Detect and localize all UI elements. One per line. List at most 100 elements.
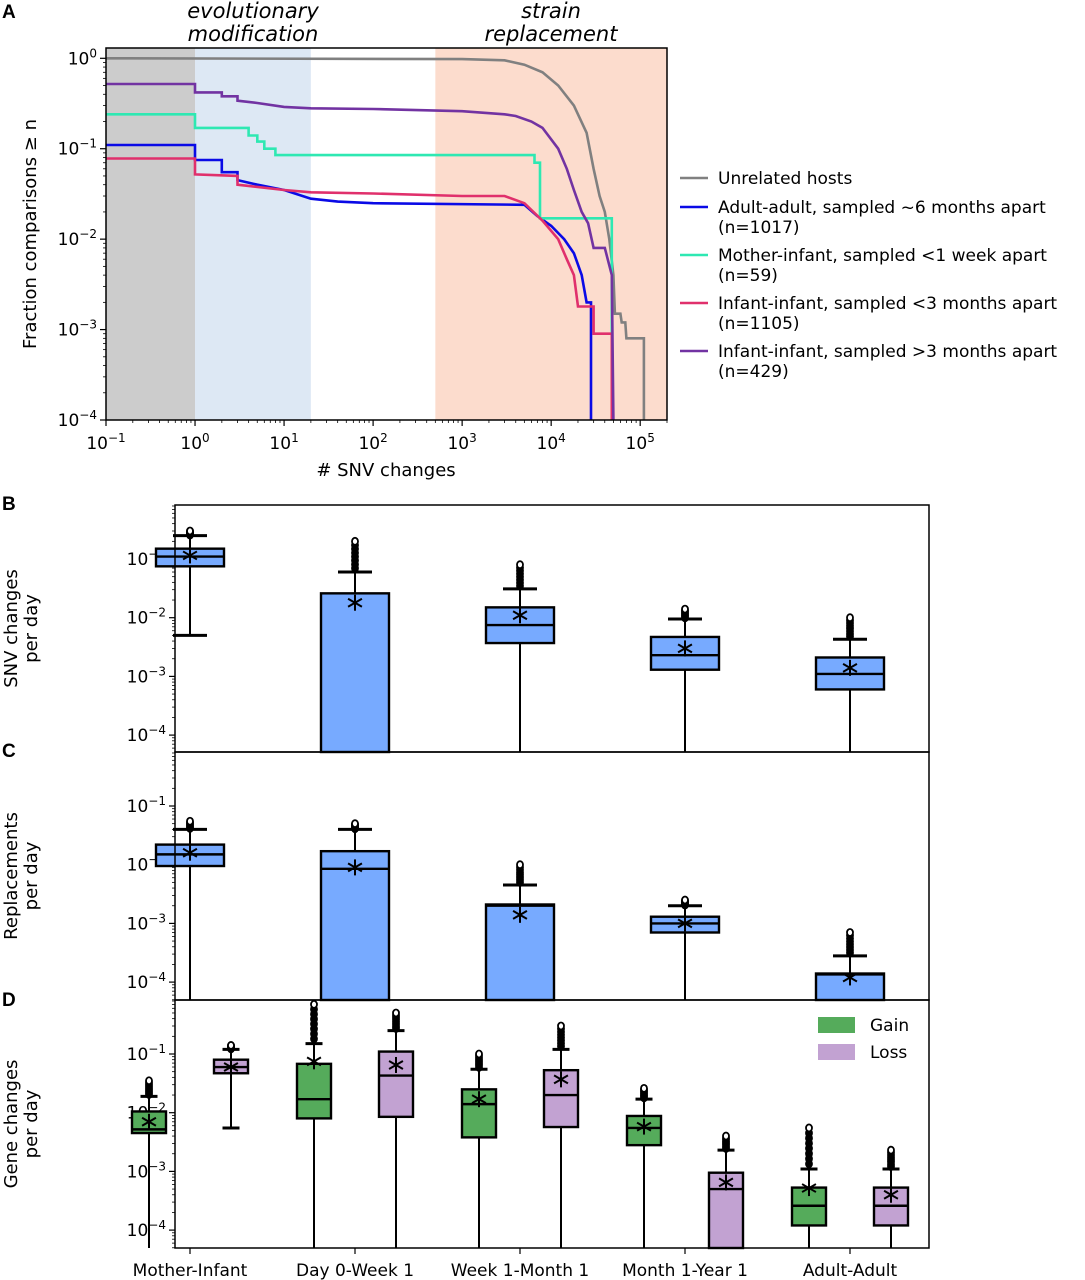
- y-tick-label: 10−3: [127, 664, 166, 687]
- mean-marker: [306, 1056, 322, 1067]
- y-tick-label: 10−1: [127, 1042, 166, 1065]
- panel-a-legend: Unrelated hosts Adult-adult, sampled ~6 m…: [680, 169, 1057, 382]
- mean-marker: [347, 597, 363, 608]
- mean-marker: [223, 1062, 239, 1072]
- panel-label-a: A: [2, 2, 16, 23]
- box-b-snv-4: [814, 613, 886, 752]
- box-d-loss-0: [212, 1041, 250, 1130]
- flier: [351, 819, 359, 829]
- y-tick-label: 10−4: [127, 1218, 166, 1241]
- mean-marker: [842, 972, 858, 983]
- series-line-2: [106, 113, 614, 420]
- legend-label-3: Infant-infant, sampled <3 months apart: [718, 294, 1057, 314]
- y-tick-label: 10−4: [127, 723, 166, 746]
- legend-swatch-gain: [818, 1017, 855, 1033]
- box-iqr: [319, 592, 391, 754]
- panel-label-b: B: [2, 494, 16, 515]
- mean-marker: [718, 1177, 734, 1188]
- legend-n-4: (n=429): [718, 362, 789, 382]
- panel-label-c: C: [2, 741, 16, 762]
- panel-c-ylabel-line1: Replacements: [1, 812, 22, 940]
- category-label: Week 1-Month 1: [451, 1261, 589, 1280]
- box-d-loss-2: [542, 1021, 580, 1248]
- flier: [351, 536, 359, 546]
- y-tick-label: 10−4: [127, 970, 166, 993]
- shaded-region-0: [106, 48, 196, 420]
- box-d-loss-4: [872, 1145, 910, 1248]
- y-tick-label: 10−3: [58, 318, 97, 341]
- series-line-4: [106, 82, 615, 421]
- x-tick-label: 101: [269, 431, 298, 454]
- panel-a-axes: 10−1 100 101 102 103 104 105 100 10−1 10−2 10−3 10−…: [58, 46, 668, 454]
- annotation-evolutionary-line2: modification: [188, 22, 319, 46]
- panel-a-ylabel: Fraction comparisons ≥ n: [20, 119, 41, 349]
- x-tick-label: 100: [180, 431, 209, 454]
- box-d-loss-3: [707, 1131, 745, 1250]
- flier: [392, 1008, 400, 1018]
- panel-a-shading: [106, 48, 667, 420]
- flier: [310, 999, 318, 1009]
- y-tick-label: 10−1: [127, 794, 166, 817]
- mean-marker: [182, 550, 198, 561]
- box-d-gain-4: [790, 1123, 828, 1248]
- x-tick-label: 104: [537, 431, 566, 454]
- y-tick-label: 10−2: [127, 606, 166, 629]
- flier: [516, 560, 524, 570]
- category-label: Month 1-Year 1: [622, 1261, 748, 1280]
- flier: [681, 895, 689, 905]
- box-d-gain-2: [460, 1049, 498, 1248]
- mean-marker: [883, 1189, 899, 1200]
- box-c-replacements-0: [154, 816, 226, 1000]
- box-d-gain-0: [130, 1076, 168, 1248]
- panel-a-lines: [105, 57, 646, 421]
- flier: [846, 613, 854, 623]
- legend-n-2: (n=59): [718, 266, 778, 286]
- mean-marker: [553, 1074, 569, 1085]
- mean-marker: [677, 643, 693, 654]
- x-tick-label: 102: [358, 431, 387, 454]
- annotation-evolutionary-line1: evolutionary: [187, 0, 319, 23]
- flier: [805, 1123, 813, 1133]
- box-iqr: [295, 1062, 333, 1120]
- flier: [186, 526, 194, 536]
- box-b-snv-2: [484, 560, 556, 752]
- x-tick-label: 105: [626, 431, 655, 454]
- legend-n-1: (n=1017): [718, 218, 800, 238]
- panel-d-ylabel-line2: per day: [21, 1089, 42, 1158]
- box-c-replacements-4: [814, 928, 886, 1002]
- mean-marker: [388, 1060, 404, 1070]
- panel-c-ylabel-line2: per day: [21, 841, 42, 910]
- flier: [475, 1049, 483, 1059]
- annotation-replacement-line2: replacement: [485, 22, 619, 46]
- flier: [186, 816, 194, 826]
- panel-label-d: D: [2, 990, 16, 1011]
- box-b-snv-1: [319, 536, 391, 754]
- box-d-gain-1: [295, 999, 333, 1248]
- legend-label-1: Adult-adult, sampled ~6 months apart: [718, 198, 1046, 218]
- annotation-replacement-line1: strain: [521, 0, 581, 23]
- mean-marker: [512, 909, 528, 920]
- box-c-replacements-1: [319, 819, 391, 1002]
- mean-marker: [182, 847, 198, 858]
- panel-a-frame: [105, 47, 668, 421]
- category-label: Adult-Adult: [803, 1261, 898, 1280]
- box-d-loss-1: [377, 1008, 415, 1248]
- mean-marker: [347, 862, 363, 873]
- y-tick-label: 10−2: [58, 227, 97, 250]
- y-tick-label: 10−1: [58, 137, 97, 160]
- series-line-1: [106, 143, 593, 420]
- flier: [227, 1041, 235, 1050]
- mean-marker: [636, 1121, 652, 1132]
- shaded-region-2: [435, 48, 667, 420]
- mean-marker: [512, 610, 528, 621]
- panel-b-ylabel-line1: SNV changes: [1, 569, 22, 688]
- y-tick-label: 10−4: [58, 408, 97, 431]
- panel-a-xlabel: # SNV changes: [316, 460, 455, 481]
- box-b-snv-3: [649, 604, 721, 752]
- flier: [557, 1021, 565, 1031]
- y-tick-label: 10−3: [127, 911, 166, 934]
